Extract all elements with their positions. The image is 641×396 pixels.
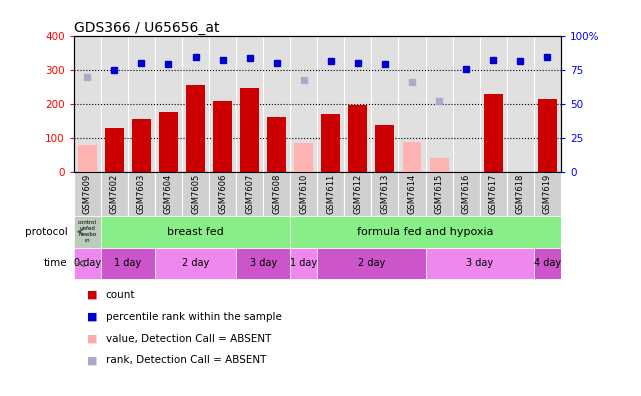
Bar xyxy=(101,248,155,279)
Text: GSM7608: GSM7608 xyxy=(272,174,281,214)
Text: GSM7603: GSM7603 xyxy=(137,174,146,214)
Bar xyxy=(376,126,394,172)
Bar xyxy=(263,172,290,216)
Text: GSM7609: GSM7609 xyxy=(83,174,92,214)
Text: count: count xyxy=(106,290,135,300)
Bar xyxy=(507,172,534,216)
Bar xyxy=(132,119,151,172)
Bar xyxy=(159,112,178,172)
Text: time: time xyxy=(44,258,67,268)
Text: GSM7614: GSM7614 xyxy=(408,174,417,214)
Bar xyxy=(105,128,124,172)
Bar xyxy=(155,248,236,279)
Text: GSM7612: GSM7612 xyxy=(353,174,362,214)
Text: 3 day: 3 day xyxy=(466,258,493,268)
Text: percentile rank within the sample: percentile rank within the sample xyxy=(106,312,281,322)
Bar xyxy=(74,248,101,279)
Bar xyxy=(426,248,534,279)
Bar xyxy=(128,172,155,216)
Text: GSM7610: GSM7610 xyxy=(299,174,308,214)
Bar xyxy=(290,216,561,248)
Bar xyxy=(182,172,209,216)
Text: GSM7604: GSM7604 xyxy=(164,174,173,214)
Bar xyxy=(294,143,313,172)
Bar xyxy=(426,172,453,216)
Text: GSM7613: GSM7613 xyxy=(381,174,390,214)
Bar xyxy=(429,158,449,172)
Text: 4 day: 4 day xyxy=(534,258,561,268)
Bar xyxy=(213,101,232,172)
Text: GSM7618: GSM7618 xyxy=(516,174,525,214)
Bar xyxy=(236,172,263,216)
Text: GSM7615: GSM7615 xyxy=(435,174,444,214)
Bar xyxy=(101,172,128,216)
Bar xyxy=(209,172,236,216)
Bar xyxy=(371,172,399,216)
Bar xyxy=(186,85,205,172)
Text: 2 day: 2 day xyxy=(182,258,209,268)
Text: ■: ■ xyxy=(87,290,97,300)
Bar xyxy=(399,172,426,216)
Text: 3 day: 3 day xyxy=(249,258,277,268)
Bar xyxy=(349,105,367,172)
Text: 2 day: 2 day xyxy=(358,258,385,268)
Text: protocol: protocol xyxy=(24,227,67,237)
Text: GSM7607: GSM7607 xyxy=(245,174,254,214)
Text: GSM7606: GSM7606 xyxy=(218,174,227,214)
Bar xyxy=(78,145,97,172)
Bar xyxy=(155,172,182,216)
Text: ■: ■ xyxy=(87,355,97,366)
Text: GSM7611: GSM7611 xyxy=(326,174,335,214)
Text: 1 day: 1 day xyxy=(290,258,317,268)
Text: formula fed and hypoxia: formula fed and hypoxia xyxy=(357,227,494,237)
Bar xyxy=(484,94,503,172)
Bar xyxy=(403,142,422,172)
Text: ■: ■ xyxy=(87,312,97,322)
Text: 0 day: 0 day xyxy=(74,258,101,268)
Bar xyxy=(236,248,290,279)
Bar xyxy=(538,99,557,172)
Bar xyxy=(534,172,561,216)
Bar xyxy=(317,172,344,216)
Text: GSM7616: GSM7616 xyxy=(462,174,470,214)
Bar xyxy=(534,248,561,279)
Bar xyxy=(290,248,317,279)
Text: 1 day: 1 day xyxy=(114,258,142,268)
Bar xyxy=(101,216,290,248)
Bar xyxy=(74,216,101,248)
Text: GSM7605: GSM7605 xyxy=(191,174,200,214)
Bar xyxy=(317,248,426,279)
Bar xyxy=(74,172,101,216)
Text: GSM7619: GSM7619 xyxy=(543,174,552,214)
Text: GSM7602: GSM7602 xyxy=(110,174,119,214)
Text: control
unfed
newbo
rn: control unfed newbo rn xyxy=(78,221,97,243)
Text: GDS366 / U65656_at: GDS366 / U65656_at xyxy=(74,21,219,34)
Bar xyxy=(267,116,286,172)
Bar xyxy=(321,114,340,172)
Bar xyxy=(453,172,479,216)
Text: rank, Detection Call = ABSENT: rank, Detection Call = ABSENT xyxy=(106,355,266,366)
Bar xyxy=(240,88,259,172)
Bar xyxy=(290,172,317,216)
Text: ■: ■ xyxy=(87,333,97,344)
Text: breast fed: breast fed xyxy=(167,227,224,237)
Text: value, Detection Call = ABSENT: value, Detection Call = ABSENT xyxy=(106,333,271,344)
Bar xyxy=(344,172,371,216)
Text: GSM7617: GSM7617 xyxy=(488,174,497,214)
Bar xyxy=(479,172,507,216)
